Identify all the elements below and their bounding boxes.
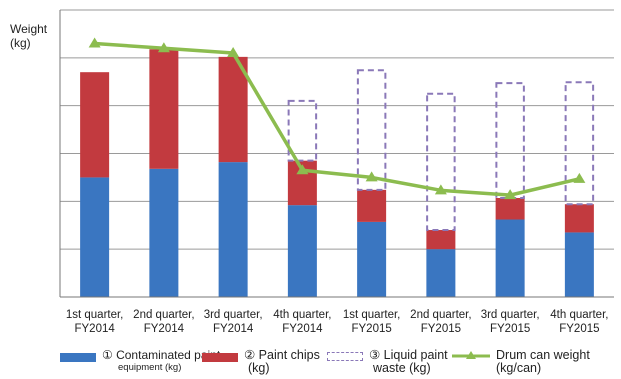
bar-contaminated-equipment [80, 177, 110, 297]
x-tick-label-line: 2nd quarter, [410, 309, 472, 321]
x-tick-label-line: 4th quarter, [550, 309, 609, 321]
x-tick-label-line: FY2014 [282, 323, 323, 335]
bars-group [80, 49, 595, 297]
x-tick-label-line: FY2014 [74, 323, 115, 335]
legend-swatch-dashed [327, 352, 363, 361]
x-tick-label-line: 1st quarter, [65, 309, 124, 321]
line-point-marker [434, 184, 447, 195]
x-tick-label: 3rd quarter, FY2014 [193, 308, 273, 336]
x-tick-label: 4th quarter, FY2015 [539, 308, 619, 336]
y-axis-title: Weight (kg) [10, 22, 47, 50]
bar-paint-chips [218, 56, 248, 163]
line-series-group [88, 37, 586, 200]
bar-liquid-paint-waste [287, 99, 318, 162]
x-tick-label: 2nd quarter, FY2014 [124, 308, 204, 336]
x-tick-label: 3rd quarter, FY2015 [470, 308, 550, 336]
x-tick-label: 2nd quarter, FY2015 [401, 308, 481, 336]
legend: ① Contaminated paint equipment (kg) ② Pa… [0, 349, 621, 379]
bar-paint-chips [426, 230, 456, 250]
legend-label: ② Paint chips [244, 348, 320, 362]
line-point-marker [157, 42, 170, 53]
legend-label: Drum can weight [496, 348, 590, 362]
x-tick-label-line: FY2014 [143, 323, 185, 335]
legend-swatch-blue [60, 353, 96, 362]
bar-contaminated-equipment [564, 232, 594, 297]
line-point-marker [365, 171, 378, 182]
bar-paint-chips [80, 72, 110, 178]
bar-liquid-paint-waste [495, 82, 525, 199]
x-tick-label: 4th quarter, FY2014 [262, 308, 342, 336]
x-tick-label-line: 2nd quarter, [133, 309, 195, 321]
legend-swatch-line [452, 349, 490, 361]
legend-label: (kg) [248, 361, 270, 375]
bar-contaminated-equipment [357, 221, 387, 297]
bar-paint-chips [149, 49, 179, 169]
legend-label: waste (kg) [373, 361, 431, 375]
bar-contaminated-equipment [149, 168, 179, 297]
x-tick-label-line: FY2015 [420, 323, 462, 335]
legend-item-drum-can-weight: Drum can weight (kg/can) [452, 349, 590, 375]
bar-paint-chips [564, 204, 594, 233]
line-point-marker [504, 189, 517, 200]
bar-contaminated-equipment [287, 205, 317, 297]
x-tick-label-line: 1st quarter, [342, 309, 401, 321]
x-tick-label-line: 3rd quarter, [480, 309, 540, 321]
legend-label: ① Contaminated paint [102, 348, 221, 362]
line-point-marker [296, 164, 309, 175]
bar-contaminated-equipment [426, 249, 456, 297]
legend-swatch-red [202, 353, 238, 362]
line-point-marker [88, 37, 101, 48]
x-tick-label-line: 4th quarter, [273, 309, 332, 321]
y-axis-title-line2: (kg) [10, 36, 31, 50]
bar-liquid-paint-waste [426, 92, 456, 232]
x-tick-label-line: FY2015 [351, 323, 392, 335]
line-point-marker [573, 172, 586, 183]
x-tick-label-line: FY2015 [489, 323, 531, 335]
x-tick-label-line: FY2014 [212, 323, 254, 335]
bar-liquid-paint-waste [564, 81, 595, 206]
x-tick-label-line: FY2015 [559, 323, 600, 335]
legend-item-paint-chips: ② Paint chips (kg) [202, 349, 320, 375]
y-axis-title-line1: Weight [10, 22, 48, 36]
x-tick-label-line: 3rd quarter, [203, 309, 263, 321]
legend-label: (kg/can) [496, 361, 542, 375]
bar-paint-chips [357, 189, 387, 222]
bar-contaminated-equipment [495, 219, 525, 297]
legend-item-liquid-waste: ③ Liquid paint waste (kg) [327, 349, 448, 375]
x-tick-label: 1st quarter, FY2015 [332, 308, 412, 336]
legend-label: ③ Liquid paint [369, 348, 448, 362]
bar-contaminated-equipment [218, 162, 248, 297]
line-point-marker [227, 47, 240, 58]
bar-liquid-paint-waste [356, 69, 387, 191]
line-drum-can-weight [94, 41, 580, 197]
x-tick-label: 1st quarter, FY2014 [55, 308, 135, 336]
legend-item-contaminated-equipment: ① Contaminated paint equipment (kg) [60, 349, 220, 374]
bar-paint-chips [495, 197, 525, 220]
legend-label: equipment (kg) [118, 362, 182, 373]
